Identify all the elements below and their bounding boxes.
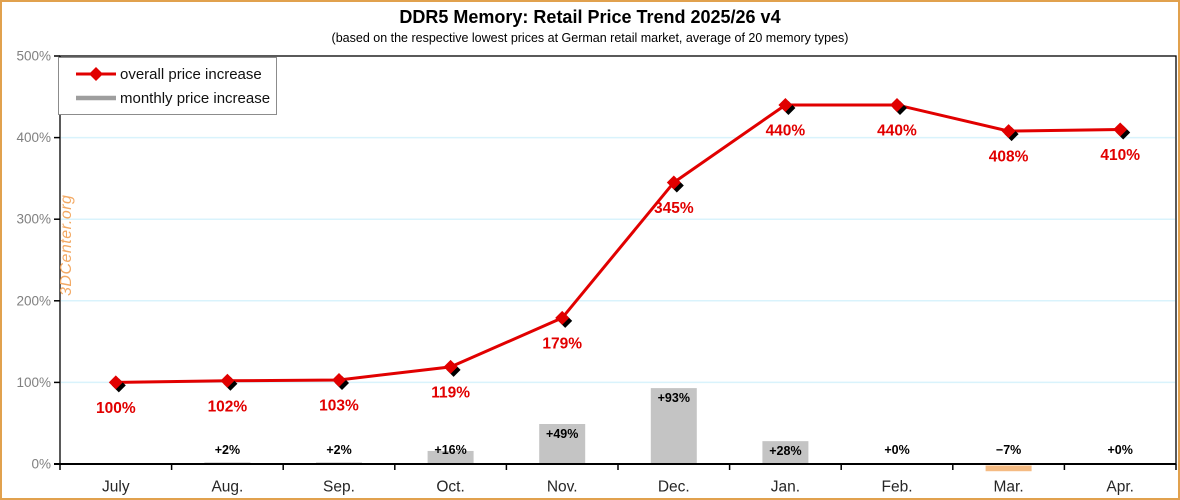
x-axis-label: Mar. xyxy=(994,479,1024,496)
x-axis-label: Feb. xyxy=(881,479,912,496)
diamond-marker xyxy=(332,372,346,387)
x-axis-label: Apr. xyxy=(1106,479,1134,496)
diamond-marker xyxy=(890,97,904,112)
legend: overall price increase monthly price inc… xyxy=(58,57,277,115)
watermark: 3DCenter.org xyxy=(58,194,75,296)
diamond-marker xyxy=(1113,122,1128,137)
line-value-label: 410% xyxy=(1100,147,1140,164)
line-value-label: 440% xyxy=(766,122,806,139)
line-diamond-swatch xyxy=(76,67,116,81)
legend-item-overall: overall price increase xyxy=(73,66,276,83)
bar xyxy=(427,450,474,464)
diamond-icon xyxy=(89,67,103,81)
bar-value-label: +0% xyxy=(1108,443,1133,457)
y-axis-label: 200% xyxy=(16,293,51,308)
x-axis-label: Sep. xyxy=(323,479,355,496)
line-swatch xyxy=(76,95,116,101)
x-axis-label: July xyxy=(102,479,130,496)
diamond-marker xyxy=(108,375,123,390)
diamond-marker xyxy=(1001,124,1016,139)
line-value-label: 103% xyxy=(319,397,359,414)
y-axis-label: 500% xyxy=(16,49,51,64)
bar-value-label: −7% xyxy=(996,443,1021,457)
chart-title: DDR5 Memory: Retail Price Trend 2025/26 … xyxy=(399,7,781,27)
bar xyxy=(539,424,586,464)
chart-subtitle: (based on the respective lowest prices a… xyxy=(331,31,849,45)
legend-label-monthly: monthly price increase xyxy=(120,89,271,107)
line-value-label: 119% xyxy=(431,384,470,401)
legend-label-overall: overall price increase xyxy=(120,65,262,83)
diamond-marker xyxy=(443,359,458,374)
diamond-marker xyxy=(555,310,570,325)
bar-value-label: +93% xyxy=(658,391,690,405)
price-line xyxy=(115,103,1121,384)
x-axis-label: Nov. xyxy=(547,479,578,496)
bar xyxy=(762,441,809,464)
y-axis-label: 400% xyxy=(16,130,51,145)
bar-value-label: +2% xyxy=(215,443,240,457)
x-axis-label: Oct. xyxy=(436,479,464,496)
bar-value-label: +16% xyxy=(434,443,466,457)
bar-value-label: +49% xyxy=(546,427,578,441)
bar-value-label: +2% xyxy=(326,443,351,457)
bar-negative xyxy=(985,465,1032,472)
line-value-label: 345% xyxy=(654,200,694,217)
x-axis-label: Dec. xyxy=(658,479,690,496)
bar xyxy=(650,388,697,464)
legend-item-monthly: monthly price increase xyxy=(73,90,276,107)
line-value-label: 179% xyxy=(542,335,582,352)
diamond-marker xyxy=(220,373,235,388)
bar-value-label: +28% xyxy=(769,444,801,458)
line-value-label: 102% xyxy=(208,398,248,415)
y-axis-label: 300% xyxy=(16,212,51,227)
bar-value-label: +0% xyxy=(884,443,909,457)
x-axis-label: Jan. xyxy=(771,479,800,496)
line-value-label: 440% xyxy=(877,122,917,139)
line-value-label: 100% xyxy=(96,400,136,417)
x-axis-label: Aug. xyxy=(211,479,243,496)
line-value-label: 408% xyxy=(989,149,1029,166)
diamond-marker xyxy=(666,175,681,190)
y-axis-label: 100% xyxy=(16,375,51,390)
diamond-marker xyxy=(778,97,793,112)
y-axis-label: 0% xyxy=(31,457,51,472)
